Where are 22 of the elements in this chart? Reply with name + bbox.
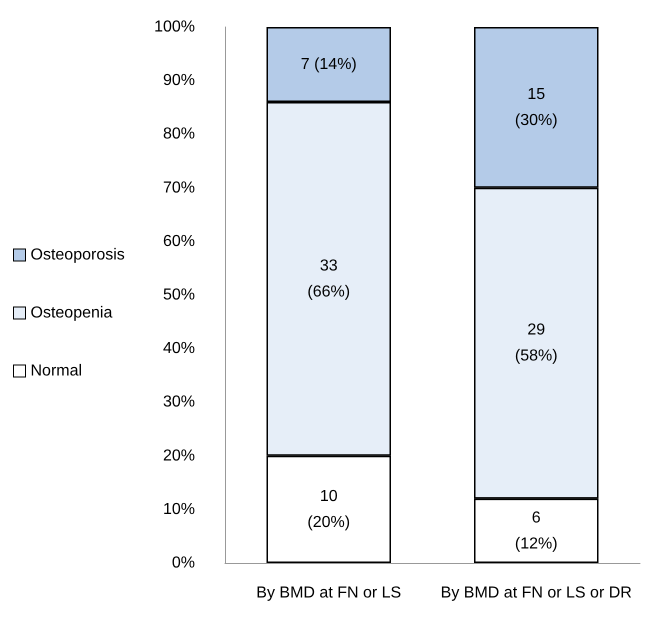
y-tick-label: 40% xyxy=(162,340,195,358)
y-tick-label: 30% xyxy=(162,394,195,411)
y-tick-label: 60% xyxy=(162,232,195,250)
legend-label: Normal xyxy=(30,362,82,380)
y-tick-label: 80% xyxy=(162,126,195,143)
legend-label: Osteopenia xyxy=(30,304,112,322)
y-tick-label: 10% xyxy=(162,500,195,518)
y-tick-label: 0% xyxy=(172,554,195,572)
x-tick-label: By BMD at FN or LS xyxy=(256,584,402,602)
data-label: 15 (30%) xyxy=(514,86,558,129)
y-tick-label: 100% xyxy=(154,18,195,36)
data-label: 6 (12%) xyxy=(514,509,558,552)
data-label: 7 (14%) xyxy=(300,56,357,74)
y-tick-label: 90% xyxy=(162,72,195,90)
data-label: 33 (66%) xyxy=(307,257,350,300)
y-tick-label: 70% xyxy=(162,179,195,196)
legend-label: Osteoporosis xyxy=(30,246,125,264)
x-tick-label: By BMD at FN or LS or DR xyxy=(440,584,632,602)
data-label: 29 (58%) xyxy=(514,322,558,365)
data-label: 10 (20%) xyxy=(307,488,350,531)
y-tick-label: 50% xyxy=(162,286,195,304)
y-tick-label: 20% xyxy=(162,447,195,464)
